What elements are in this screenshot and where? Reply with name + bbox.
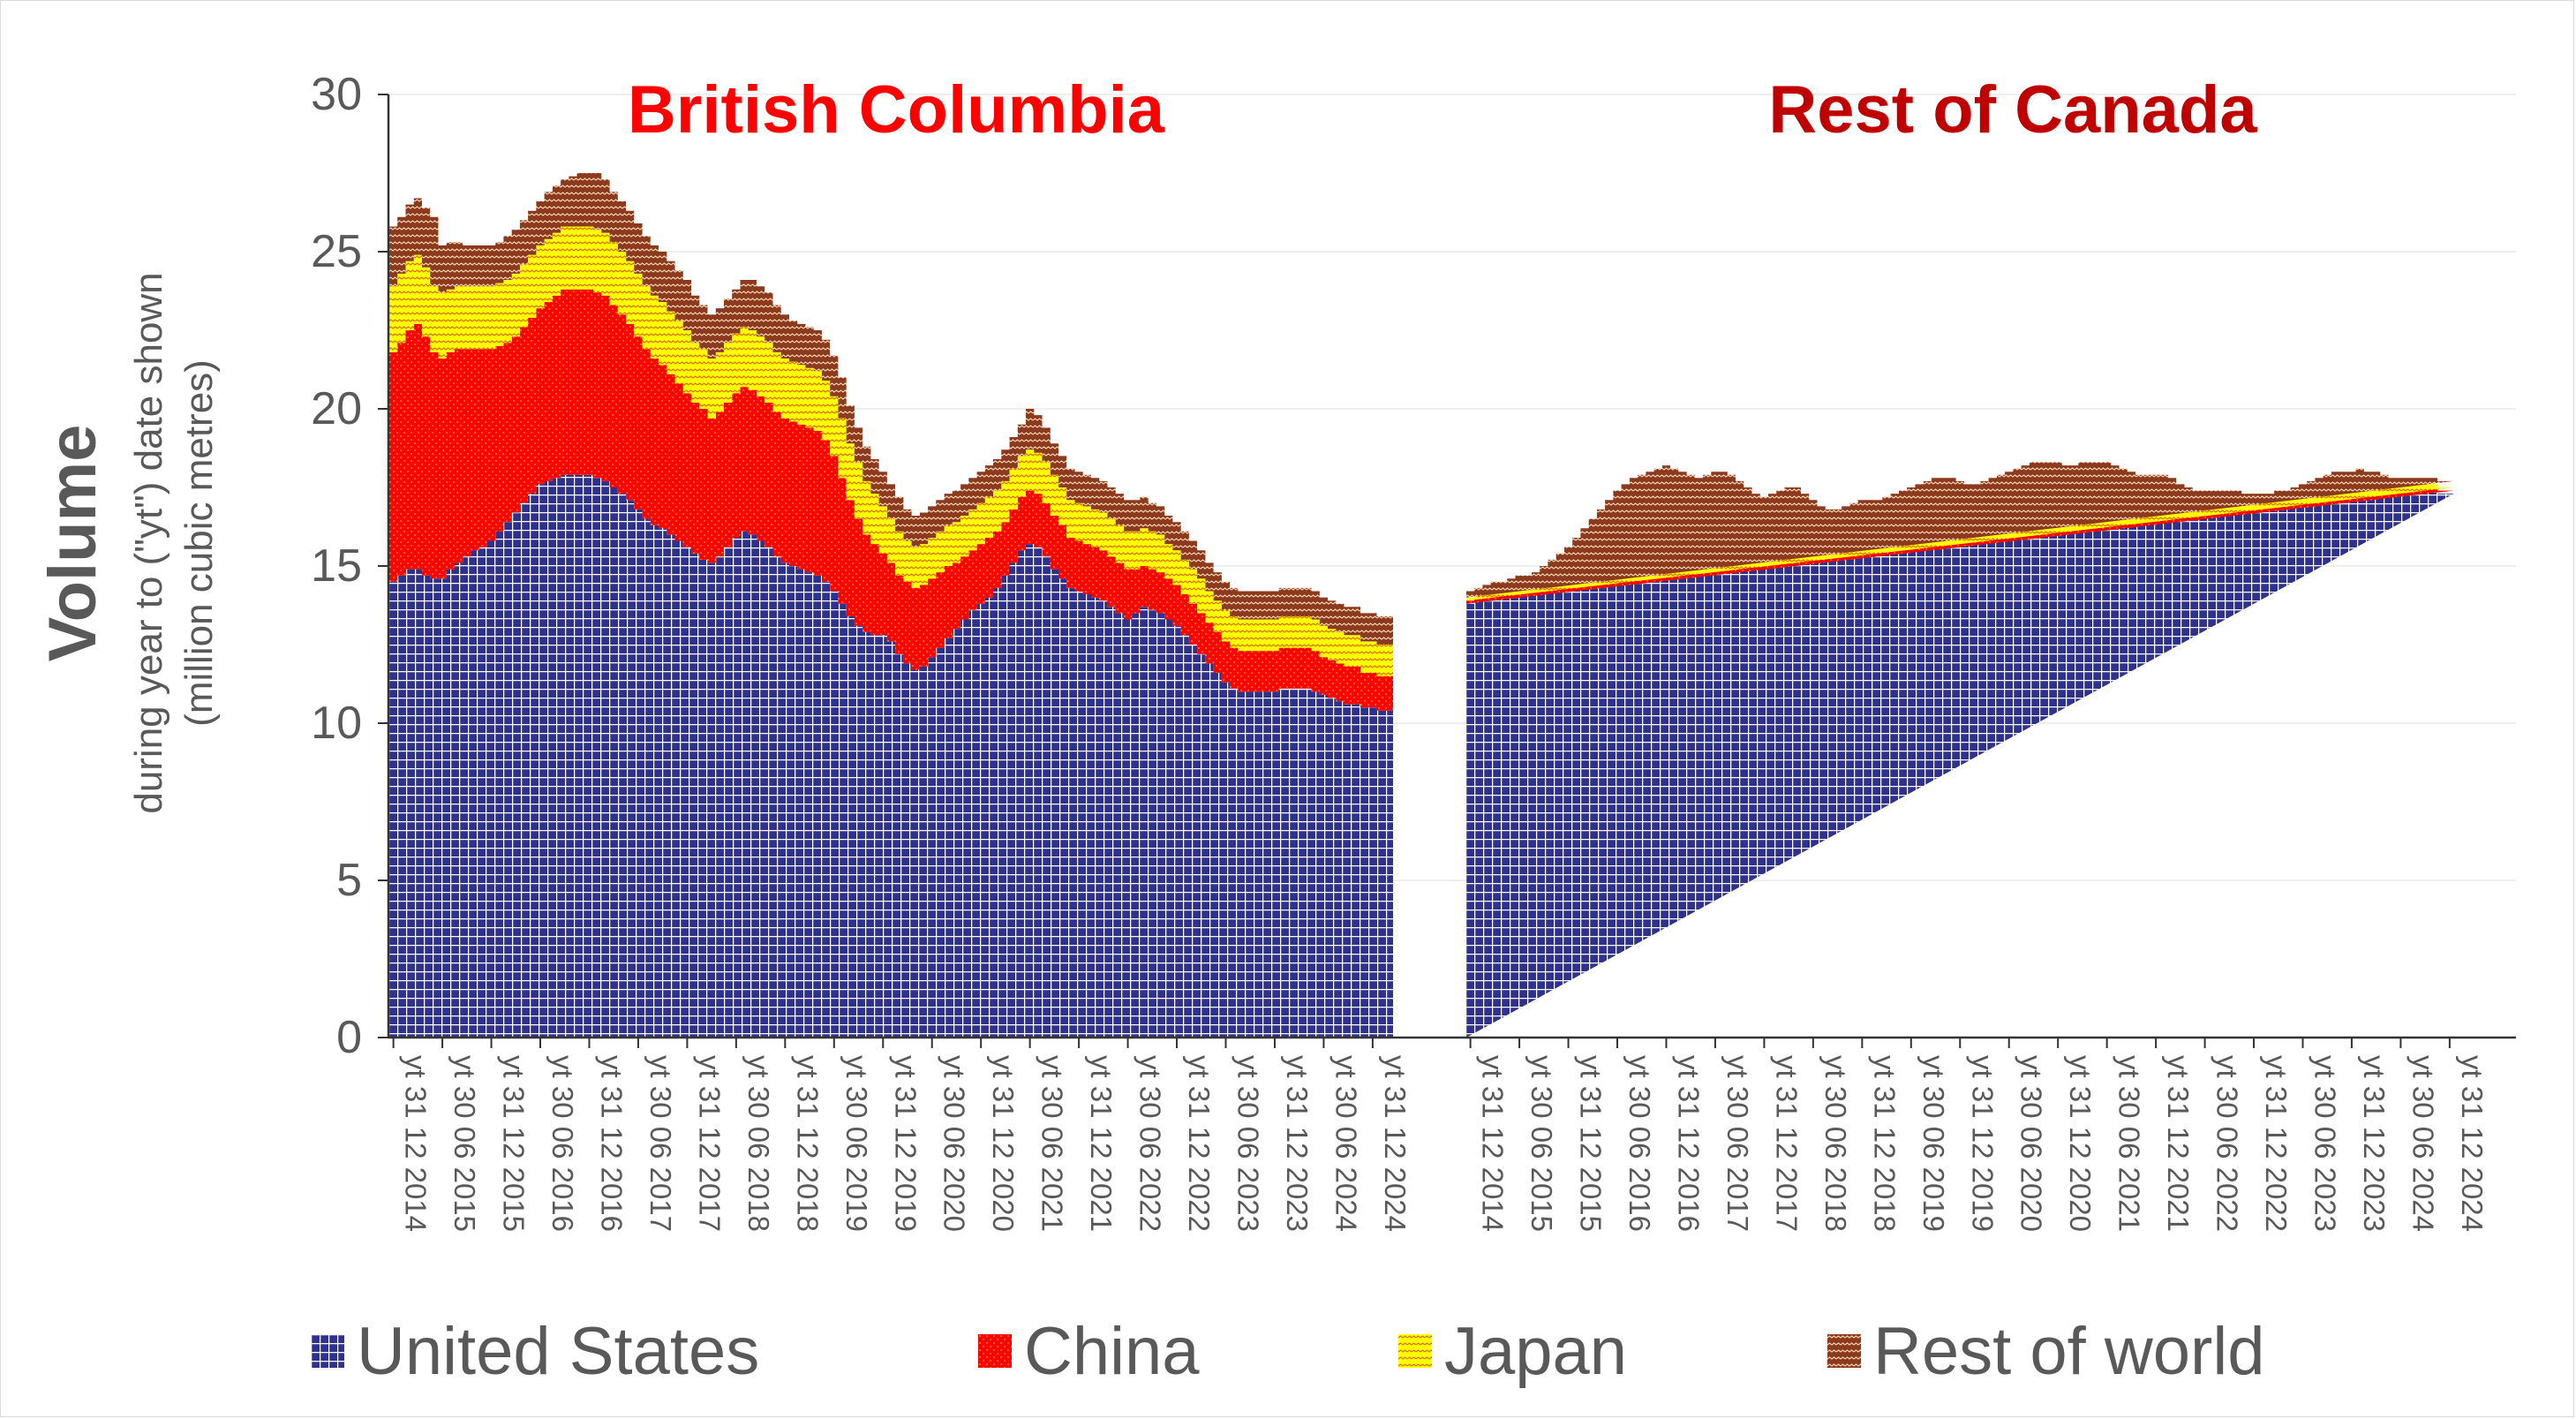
axes (378, 94, 2516, 1048)
x-tick-label-rest-of-canada-4: yt 31 12 2016 (1673, 1055, 1706, 1232)
x-tick-label-rest-of-canada-8: yt 31 12 2018 (1868, 1055, 1901, 1232)
x-tick-label-rest-of-canada-13: yt 30 06 2021 (2113, 1055, 2146, 1232)
area-rest-of-canada-rest-of-world (1466, 462, 2454, 598)
x-tick-label-british-columbia-14: yt 31 12 2021 (1085, 1055, 1118, 1232)
x-tick-label-rest-of-canada-0: yt 31 12 2014 (1477, 1055, 1510, 1232)
legend-label-china: China (1024, 1313, 1200, 1389)
y-axis-title: Volume (35, 425, 110, 662)
x-tick-label-rest-of-canada-11: yt 30 06 2020 (2015, 1055, 2048, 1232)
x-tick-label-rest-of-canada-17: yt 30 06 2023 (2309, 1055, 2342, 1232)
legend-label-united-states: United States (357, 1313, 760, 1389)
x-tick-label-rest-of-canada-15: yt 30 06 2022 (2211, 1055, 2244, 1232)
x-tick-label-rest-of-canada-14: yt 31 12 2021 (2162, 1055, 2195, 1232)
area-british-columbia-rest-of-world (389, 173, 1393, 645)
panel-title-rest-of-canada: Rest of Canada (1768, 72, 2257, 147)
area-british-columbia-japan (389, 226, 1393, 676)
x-tick-label-british-columbia-15: yt 30 06 2022 (1134, 1055, 1167, 1232)
x-tick-label-british-columbia-7: yt 30 06 2018 (742, 1055, 775, 1232)
area-series (389, 173, 2454, 1038)
x-tick-label-british-columbia-0: yt 31 12 2014 (400, 1055, 433, 1232)
x-tick-label-rest-of-canada-1: yt 30 06 2015 (1525, 1055, 1558, 1232)
legend-swatch-china (978, 1334, 1012, 1368)
y-tick-label-25: 25 (311, 226, 362, 277)
y-tick-label-0: 0 (336, 1012, 362, 1063)
x-tick-label-british-columbia-8: yt 31 12 2018 (791, 1055, 824, 1232)
legend-item-japan: Japan (1398, 1307, 1627, 1395)
chart-text: British Columbia yt 31 12 2014 yt 30 06 20… (35, 69, 2489, 1232)
legend-item-rest-of-world: Rest of world (1827, 1307, 2265, 1395)
y-tick-label-5: 5 (336, 855, 362, 906)
x-tick-label-british-columbia-20: yt 31 12 2024 (1379, 1055, 1412, 1232)
area-british-columbia-china (389, 289, 1393, 711)
x-tick-label-rest-of-canada-9: yt 30 06 2019 (1917, 1055, 1950, 1232)
x-tick-label-british-columbia-18: yt 31 12 2023 (1281, 1055, 1314, 1232)
panel-title-british-columbia: British Columbia (628, 72, 1165, 147)
legend-swatch-united-states (311, 1334, 344, 1368)
x-tick-label-british-columbia-4: yt 31 12 2016 (596, 1055, 629, 1232)
x-tick-label-british-columbia-11: yt 30 06 2020 (938, 1055, 971, 1232)
x-tick-label-british-columbia-3: yt 30 06 2016 (546, 1055, 579, 1232)
x-tick-label-rest-of-canada-18: yt 31 12 2023 (2358, 1055, 2391, 1232)
y-tick-label-15: 15 (311, 540, 362, 592)
x-tick-label-british-columbia-2: yt 31 12 2015 (498, 1055, 531, 1232)
legend-label-japan: Japan (1444, 1313, 1628, 1389)
x-tick-label-british-columbia-12: yt 31 12 2020 (987, 1055, 1020, 1232)
legend-swatch-japan (1398, 1334, 1432, 1368)
x-tick-label-british-columbia-1: yt 30 06 2015 (448, 1055, 481, 1232)
x-tick-label-rest-of-canada-10: yt 31 12 2019 (1966, 1055, 1999, 1232)
x-tick-label-rest-of-canada-3: yt 30 06 2016 (1623, 1055, 1656, 1232)
x-tick-label-british-columbia-19: yt 30 06 2024 (1329, 1055, 1362, 1232)
x-tick-label-rest-of-canada-2: yt 31 12 2015 (1575, 1055, 1608, 1232)
area-rest-of-canada-united-states (1466, 478, 2454, 1038)
x-tick-label-rest-of-canada-20: yt 31 12 2024 (2456, 1055, 2489, 1232)
x-tick-label-rest-of-canada-12: yt 31 12 2020 (2064, 1055, 2097, 1232)
y-tick-label-10: 10 (311, 698, 362, 749)
y-axis-subtitle-line-1: during year to ("yt") date shown (127, 272, 170, 813)
x-tick-label-rest-of-canada-16: yt 31 12 2022 (2260, 1055, 2293, 1232)
x-tick-label-rest-of-canada-6: yt 31 12 2017 (1770, 1055, 1803, 1232)
legend-item-united-states: United States (311, 1307, 759, 1395)
x-tick-label-british-columbia-10: yt 31 12 2019 (889, 1055, 922, 1232)
legend: United States China Japan Rest of world (0, 1307, 2576, 1395)
area-british-columbia-united-states (389, 474, 1393, 1038)
x-tick-label-rest-of-canada-5: yt 30 06 2017 (1721, 1055, 1754, 1232)
y-tick-label-30: 30 (311, 69, 362, 120)
x-tick-label-british-columbia-17: yt 30 06 2023 (1232, 1055, 1265, 1232)
x-tick-label-british-columbia-9: yt 30 06 2019 (840, 1055, 873, 1232)
legend-swatch-rest-of-world (1827, 1334, 1861, 1368)
x-tick-label-british-columbia-13: yt 30 06 2021 (1036, 1055, 1069, 1232)
x-tick-label-british-columbia-16: yt 31 12 2022 (1183, 1055, 1216, 1232)
x-tick-label-british-columbia-5: yt 30 06 2017 (644, 1055, 677, 1232)
x-tick-label-rest-of-canada-7: yt 30 06 2018 (1819, 1055, 1852, 1232)
y-tick-label-20: 20 (311, 383, 362, 434)
x-tick-label-rest-of-canada-19: yt 30 06 2024 (2407, 1055, 2439, 1232)
legend-item-china: China (978, 1307, 1200, 1395)
x-tick-label-british-columbia-6: yt 31 12 2017 (693, 1055, 726, 1232)
y-axis-subtitle-line-2: (million cubic metres) (177, 359, 221, 727)
legend-label-rest-of-world: Rest of world (1873, 1313, 2265, 1389)
